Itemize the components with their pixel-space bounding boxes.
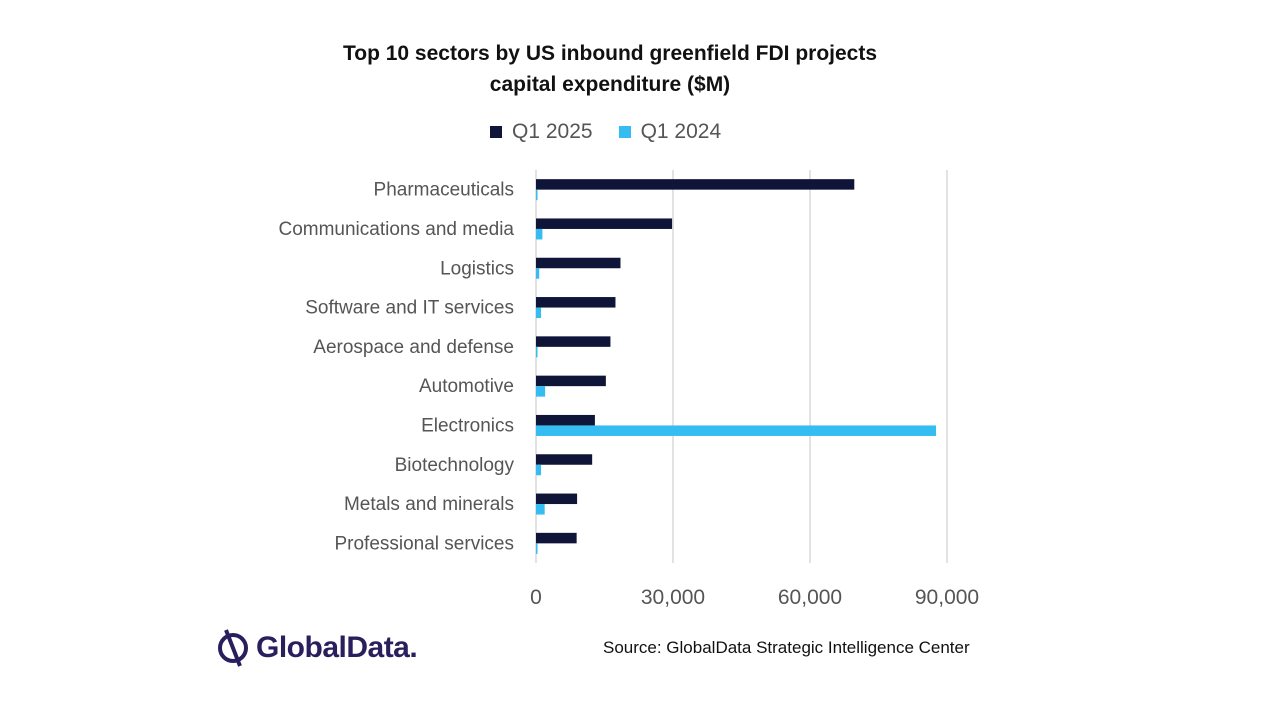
category-label: Biotechnology <box>395 455 515 476</box>
bar-q1-2025 <box>536 454 593 465</box>
category-label: Pharmaceuticals <box>374 180 514 201</box>
legend-item-q1-2024: Q1 2024 <box>618 120 722 144</box>
bar-q1-2025 <box>536 493 578 505</box>
bar-q1-2025 <box>536 375 606 387</box>
category-label: Logistics <box>440 258 514 279</box>
legend-label-q1-2025: Q1 2025 <box>512 120 593 143</box>
bar-q1-2025 <box>536 297 616 308</box>
bar-q1-2024 <box>536 268 540 279</box>
globaldata-logo-text: GlobalData. <box>256 631 418 664</box>
chart-title-line-2: capital expenditure ($M) <box>489 73 731 96</box>
bar-q1-2024 <box>536 228 543 240</box>
category-label: Automotive <box>419 376 514 397</box>
bar-q1-2025 <box>536 257 621 269</box>
chart-title: Top 10 sectors by US inbound greenfield … <box>300 38 920 100</box>
bar-q1-2024 <box>536 425 937 436</box>
x-tick-label: 60,000 <box>778 586 842 609</box>
category-label: Professional services <box>334 533 514 554</box>
globaldata-logo: GlobalData. <box>216 628 418 668</box>
bar-q1-2025 <box>536 218 673 229</box>
category-label: Communications and media <box>278 219 514 240</box>
bar-q1-2024 <box>536 504 545 515</box>
bar-q1-2024 <box>536 346 538 358</box>
legend-label-q1-2024: Q1 2024 <box>640 120 722 143</box>
x-tick-label: 30,000 <box>641 586 705 609</box>
category-label: Software and IT services <box>305 298 514 319</box>
category-label: Metals and minerals <box>344 494 514 515</box>
bar-q1-2025 <box>536 532 577 544</box>
bar-q1-2025 <box>536 179 855 190</box>
category-label: Aerospace and defense <box>313 337 514 358</box>
bar-q1-2024 <box>536 543 538 554</box>
legend-swatch-q1-2025 <box>490 126 502 138</box>
x-tick-label: 0 <box>530 586 542 609</box>
x-tick-label: 90,000 <box>915 586 979 609</box>
chart-title-line-1: Top 10 sectors by US inbound greenfield … <box>342 42 878 65</box>
bar-q1-2024 <box>536 386 546 397</box>
category-label: Electronics <box>421 415 514 436</box>
bar-q1-2024 <box>536 464 542 476</box>
source-note: Source: GlobalData Strategic Intelligenc… <box>603 638 970 657</box>
legend-swatch-q1-2024 <box>618 126 631 138</box>
globaldata-logo-icon <box>218 629 248 667</box>
bar-q1-2025 <box>536 336 611 347</box>
legend-item-q1-2025: Q1 2025 <box>490 120 593 144</box>
bar-q1-2024 <box>536 189 538 201</box>
bar-q1-2025 <box>536 414 595 426</box>
bar-q1-2024 <box>536 307 542 319</box>
legend: Q1 2025 Q1 2024 <box>490 118 721 146</box>
